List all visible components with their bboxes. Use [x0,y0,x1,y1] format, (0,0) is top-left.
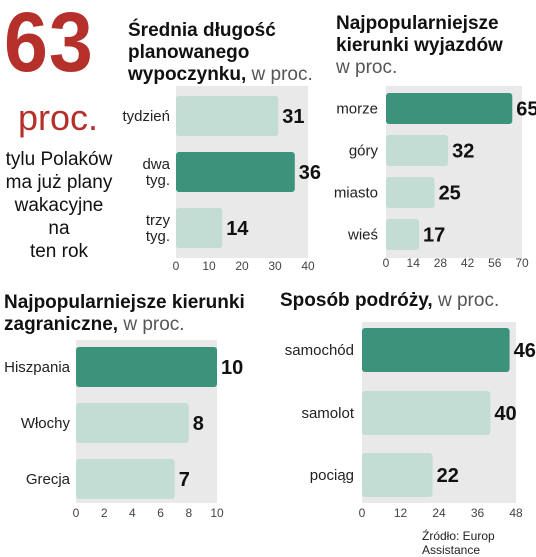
tick-label: 6 [157,506,164,520]
tick-label: 10 [210,506,224,520]
tick-label: 0 [173,259,180,273]
chart-abroad-title: Najpopularniejsze kierunki zagraniczne, … [4,292,274,336]
title-line: Najpopularniejsze kierunki [4,292,245,313]
tick-label: 42 [461,256,475,270]
title-unit: w proc. [251,64,313,85]
category-label: tyg. [146,172,170,189]
title-line: zagraniczne, [4,314,119,335]
title-line: planowanego [128,42,250,63]
bar [386,93,513,124]
category-label: Włochy [21,415,71,432]
value-label: 65 [516,99,536,121]
tick-label: 4 [129,506,136,520]
value-label: 8 [193,413,204,435]
headline-desc-line: na [48,218,70,239]
title-unit: w proc. [437,290,500,311]
tick-label: 20 [235,259,249,273]
value-label: 7 [179,469,190,491]
tick-label: 30 [268,259,282,273]
tick-label: 10 [202,259,216,273]
bar [362,328,510,372]
tick-label: 0 [383,256,390,270]
chart-transport-title: Sposób podróży, w proc. [280,290,530,312]
bar [76,347,217,387]
headline-desc-line: ma już plany [5,172,113,193]
headline-unit: proc. [17,97,99,138]
category-label: miasto [334,185,378,202]
tick-label: 2 [101,506,108,520]
source-note: Źródło: Europ Assistance [422,529,495,557]
value-label: 17 [423,225,445,247]
category-label: tydzień [122,108,170,125]
title-unit: w proc. [123,314,185,335]
bar [362,453,433,497]
tick-label: 0 [73,506,80,520]
bar [362,391,491,435]
chart-destinations-title: Najpopularniejsze kierunki wyjazdów w pr… [336,13,536,79]
title-line: kierunki wyjazdów [336,35,503,56]
headline-description: tylu Polaków ma już plany wakacyjne na t… [0,148,118,263]
bar [76,459,175,499]
value-label: 36 [299,162,321,184]
category-label: wieś [347,227,378,244]
tick-label: 48 [509,506,523,520]
category-label: góry [349,143,379,160]
tick-label: 8 [185,506,192,520]
tick-label: 28 [434,256,448,270]
category-label: dwa [142,156,170,173]
value-label: 46 [514,340,536,362]
tick-label: 40 [301,259,315,273]
headline-desc-line: tylu Polaków [5,149,113,170]
headline-desc-line: ten rok [29,241,89,262]
tick-label: 14 [407,256,421,270]
value-label: 40 [494,403,516,425]
title-line: Najpopularniejsze [336,13,499,34]
value-label: 31 [282,106,304,128]
category-label: Grecja [26,471,71,488]
tick-label: 24 [432,506,446,520]
title-line: Sposób podróży, [280,290,433,311]
headline-desc-line: wakacyjne [14,195,104,216]
bar [386,177,435,208]
bar [386,135,449,166]
bar [76,403,189,443]
tick-label: 56 [488,256,502,270]
title-unit: w proc. [336,57,398,78]
category-label: tyg. [146,228,170,245]
category-label: samolot [301,405,354,422]
value-label: 32 [452,141,474,163]
tick-label: 12 [394,506,408,520]
category-label: pociąg [310,467,354,484]
title-line: wypoczynku, [128,64,247,85]
value-label: 25 [439,183,461,205]
category-label: samochód [285,342,354,359]
value-label: 14 [226,218,249,240]
tick-label: 70 [515,256,529,270]
value-label: 10 [221,357,243,379]
headline-value: 63 [4,0,94,89]
bar [176,96,279,136]
title-line: Średnia długość [128,20,276,41]
bar [386,219,420,250]
category-label: trzy [146,212,171,229]
value-label: 22 [437,465,459,487]
tick-label: 36 [471,506,485,520]
category-label: morze [336,101,378,118]
bar [176,152,295,192]
chart-duration-title: Średnia długość planowanego wypoczynku, … [128,20,328,86]
category-label: Hiszpania [4,359,71,376]
bar [176,208,223,248]
tick-label: 0 [359,506,366,520]
